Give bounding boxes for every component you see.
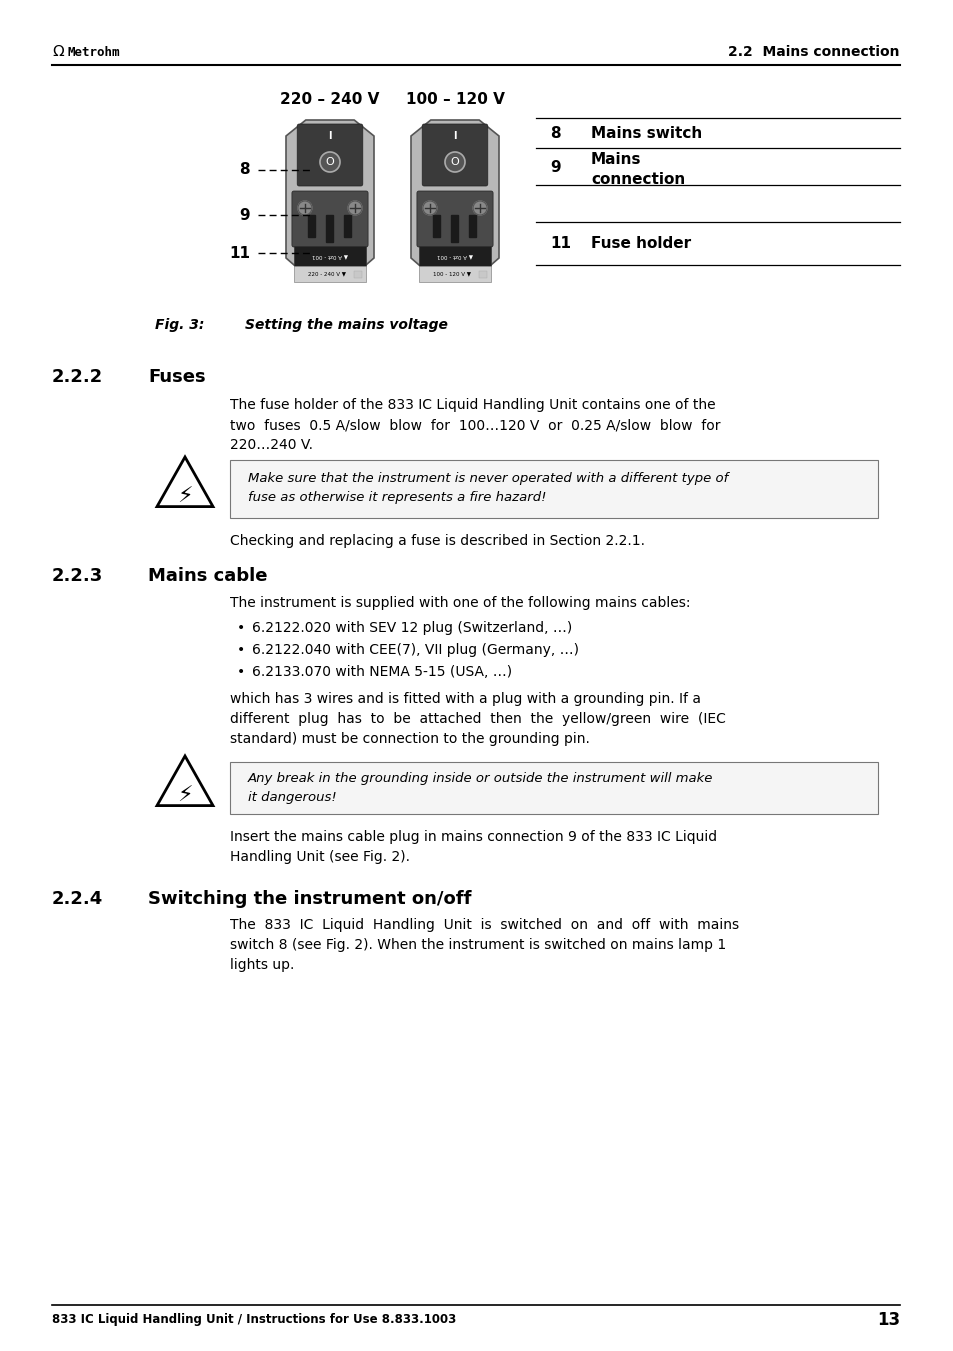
- Circle shape: [319, 153, 339, 172]
- Text: •: •: [236, 665, 245, 680]
- Text: Setting the mains voltage: Setting the mains voltage: [245, 317, 447, 332]
- Text: The instrument is supplied with one of the following mains cables:: The instrument is supplied with one of t…: [230, 596, 690, 611]
- Text: 2.2.3: 2.2.3: [52, 567, 103, 585]
- Text: 6.2133.070 with NEMA 5-15 (USA, …): 6.2133.070 with NEMA 5-15 (USA, …): [252, 665, 512, 680]
- Text: The fuse holder of the 833 IC Liquid Handling Unit contains one of the
two  fuse: The fuse holder of the 833 IC Liquid Han…: [230, 399, 720, 453]
- Text: Mains: Mains: [590, 153, 640, 168]
- Text: 100 - 120 V ▼: 100 - 120 V ▼: [433, 272, 471, 277]
- Text: 6.2122.020 with SEV 12 plug (Switzerland, …): 6.2122.020 with SEV 12 plug (Switzerland…: [252, 621, 572, 635]
- Circle shape: [297, 201, 312, 215]
- Bar: [418, 266, 491, 282]
- Circle shape: [348, 201, 362, 215]
- Text: ⚡: ⚡: [177, 786, 193, 807]
- Text: Any break in the grounding inside or outside the instrument will make
it dangero: Any break in the grounding inside or out…: [248, 771, 713, 804]
- Text: 2.2.2: 2.2.2: [52, 367, 103, 386]
- Text: 8: 8: [550, 126, 560, 141]
- Text: ⚡: ⚡: [177, 486, 193, 507]
- Text: The  833  IC  Liquid  Handling  Unit  is  switched  on  and  off  with  mains
sw: The 833 IC Liquid Handling Unit is switc…: [230, 917, 739, 973]
- Text: 220 – 240 V: 220 – 240 V: [280, 92, 379, 108]
- Text: 220 - 240 V ▼: 220 - 240 V ▼: [308, 272, 346, 277]
- Text: 100 – 120 V: 100 – 120 V: [405, 92, 504, 108]
- Bar: [344, 215, 351, 236]
- Bar: [308, 215, 314, 236]
- Bar: [418, 246, 491, 266]
- Circle shape: [473, 201, 487, 215]
- Text: ▲ A 0zt - 001: ▲ A 0zt - 001: [436, 254, 473, 258]
- Polygon shape: [286, 120, 374, 281]
- Text: Insert the mains cable plug in mains connection 9 of the 833 IC Liquid
Handling : Insert the mains cable plug in mains con…: [230, 830, 717, 865]
- Bar: [354, 272, 362, 278]
- Bar: [478, 272, 487, 278]
- Polygon shape: [411, 120, 498, 281]
- Text: 6.2122.040 with CEE(7), VII plug (Germany, …): 6.2122.040 with CEE(7), VII plug (German…: [252, 643, 578, 657]
- Text: Checking and replacing a fuse is described in Section 2.2.1.: Checking and replacing a fuse is describ…: [230, 534, 644, 549]
- Text: ▲ A 0zt - 001: ▲ A 0zt - 001: [312, 254, 348, 258]
- FancyBboxPatch shape: [422, 124, 487, 186]
- Text: 8: 8: [239, 162, 250, 177]
- Text: connection: connection: [590, 173, 684, 188]
- Text: 2.2.4: 2.2.4: [52, 890, 103, 908]
- Text: 13: 13: [876, 1310, 899, 1329]
- Circle shape: [444, 153, 464, 172]
- Text: Mains switch: Mains switch: [590, 126, 701, 141]
- Text: O: O: [325, 157, 334, 168]
- Bar: [294, 246, 366, 266]
- Text: •: •: [236, 643, 245, 657]
- Text: Switching the instrument on/off: Switching the instrument on/off: [148, 890, 471, 908]
- Bar: [230, 762, 877, 815]
- Text: Fuse holder: Fuse holder: [590, 236, 690, 251]
- FancyBboxPatch shape: [416, 190, 493, 247]
- Bar: [451, 215, 457, 242]
- Text: Ω: Ω: [52, 45, 64, 59]
- Text: O: O: [450, 157, 459, 168]
- Text: which has 3 wires and is fitted with a plug with a grounding pin. If a
different: which has 3 wires and is fitted with a p…: [230, 692, 725, 746]
- Bar: [230, 459, 877, 517]
- Circle shape: [422, 201, 436, 215]
- Bar: [326, 215, 333, 242]
- Text: Mains cable: Mains cable: [148, 567, 267, 585]
- FancyBboxPatch shape: [292, 190, 368, 247]
- FancyBboxPatch shape: [297, 124, 362, 186]
- Bar: [294, 266, 366, 282]
- Text: 2.2  Mains connection: 2.2 Mains connection: [728, 45, 899, 59]
- Text: I: I: [328, 131, 332, 141]
- Text: I: I: [453, 131, 456, 141]
- Bar: [433, 215, 439, 236]
- Text: Fig. 3:: Fig. 3:: [154, 317, 204, 332]
- Text: •: •: [236, 621, 245, 635]
- Text: 11: 11: [229, 246, 250, 261]
- Text: 11: 11: [550, 236, 571, 251]
- Text: 9: 9: [550, 161, 560, 176]
- Text: 833 IC Liquid Handling Unit / Instructions for Use 8.833.1003: 833 IC Liquid Handling Unit / Instructio…: [52, 1313, 456, 1327]
- Text: 9: 9: [239, 208, 250, 223]
- Text: Metrohm: Metrohm: [68, 46, 120, 58]
- Bar: [469, 215, 476, 236]
- Polygon shape: [157, 457, 213, 507]
- Text: Fuses: Fuses: [148, 367, 206, 386]
- Polygon shape: [157, 757, 213, 805]
- Text: Make sure that the instrument is never operated with a different type of
fuse as: Make sure that the instrument is never o…: [248, 471, 727, 504]
